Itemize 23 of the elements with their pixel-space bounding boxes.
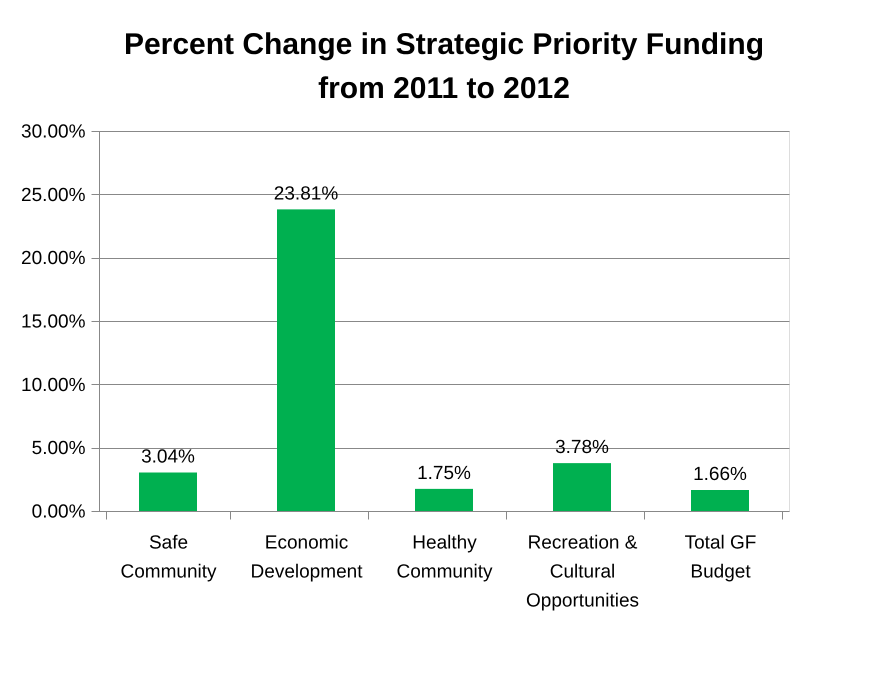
x-tick-label: Recreation & Cultural Opportunities [526, 532, 640, 612]
x-tick-label: Economic Development [250, 532, 364, 582]
data-label: 3.78% [555, 437, 610, 458]
x-tick-label: Safe Community [120, 532, 218, 582]
x-tick-label: Total GF Budget [684, 532, 756, 582]
data-label: 1.66% [693, 464, 748, 485]
y-tick-label: 15.00% [21, 312, 86, 332]
y-tick-label: 10.00% [21, 374, 86, 396]
bar [415, 488, 473, 511]
chart-title: Percent Change in Strategic Priority Funding from 2011 to 2012 [124, 28, 764, 105]
y-tick-label: 20.00% [21, 248, 86, 270]
bar [691, 490, 749, 511]
data-label: 3.04% [141, 446, 196, 468]
y-tick-label: 25.00% [21, 184, 86, 206]
y-tick-label: 5.00% [32, 438, 86, 460]
data-label: 1.75% [417, 462, 472, 484]
y-tick-label: 0.00% [32, 502, 86, 522]
bar [553, 463, 611, 511]
x-tick-label: Healthy Community [396, 532, 494, 582]
bar [139, 472, 197, 511]
bar [277, 209, 335, 511]
data-label: 23.81% [274, 183, 338, 204]
y-tick-label: 30.00% [21, 122, 86, 142]
